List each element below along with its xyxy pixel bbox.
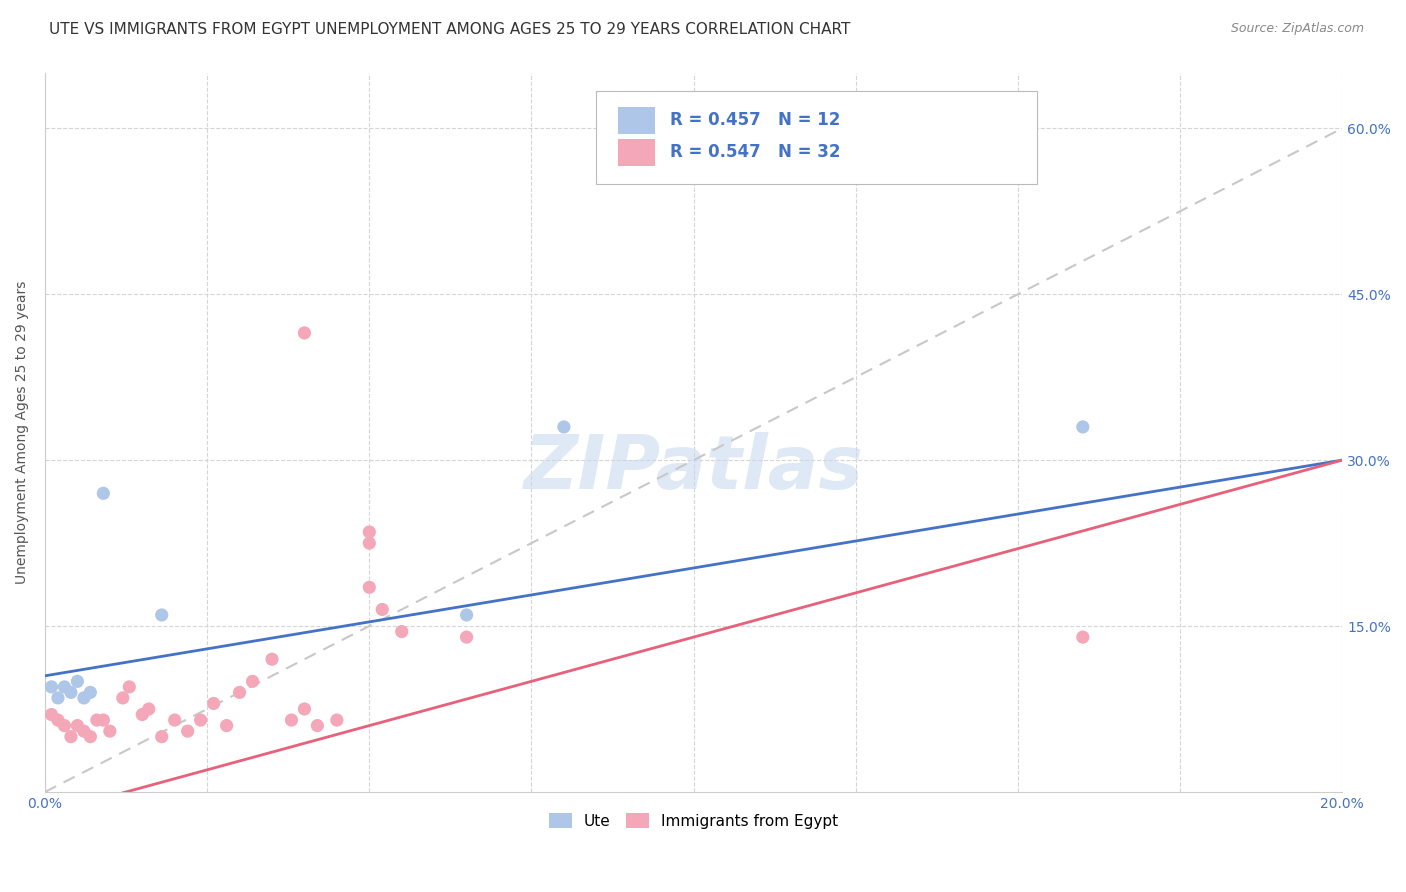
Point <box>1071 420 1094 434</box>
Point <box>215 718 238 732</box>
Point <box>131 707 153 722</box>
Point <box>371 602 394 616</box>
Point <box>190 713 212 727</box>
Point <box>163 713 186 727</box>
Point <box>294 702 316 716</box>
Point <box>294 326 316 340</box>
Point <box>53 680 76 694</box>
Text: ZIPatlas: ZIPatlas <box>523 432 863 505</box>
Point <box>66 718 89 732</box>
Legend: Ute, Immigrants from Egypt: Ute, Immigrants from Egypt <box>543 806 845 835</box>
Bar <box>619 139 655 167</box>
Point <box>59 685 82 699</box>
Point <box>150 607 173 622</box>
Bar <box>619 107 655 134</box>
Point <box>59 730 82 744</box>
Point <box>359 536 381 550</box>
Point <box>46 713 69 727</box>
Point <box>66 674 89 689</box>
Point <box>456 630 478 644</box>
Point <box>86 713 108 727</box>
Point <box>553 420 575 434</box>
Point <box>391 624 413 639</box>
Point <box>176 724 198 739</box>
Point <box>138 702 160 716</box>
Point <box>73 724 96 739</box>
Point <box>79 685 101 699</box>
Point <box>456 607 478 622</box>
Point <box>202 697 225 711</box>
Point <box>1071 630 1094 644</box>
Point <box>359 580 381 594</box>
Point <box>359 524 381 539</box>
Point <box>118 680 141 694</box>
Point <box>260 652 283 666</box>
Text: UTE VS IMMIGRANTS FROM EGYPT UNEMPLOYMENT AMONG AGES 25 TO 29 YEARS CORRELATION : UTE VS IMMIGRANTS FROM EGYPT UNEMPLOYMEN… <box>49 22 851 37</box>
Y-axis label: Unemployment Among Ages 25 to 29 years: Unemployment Among Ages 25 to 29 years <box>15 281 30 584</box>
Point <box>41 707 63 722</box>
Text: Source: ZipAtlas.com: Source: ZipAtlas.com <box>1230 22 1364 36</box>
Point <box>41 680 63 694</box>
Point <box>150 730 173 744</box>
Point <box>280 713 302 727</box>
Point <box>111 690 134 705</box>
Point <box>93 486 115 500</box>
FancyBboxPatch shape <box>596 91 1038 185</box>
Point <box>53 718 76 732</box>
Point <box>326 713 349 727</box>
Point <box>93 713 115 727</box>
Point <box>73 690 96 705</box>
Point <box>228 685 250 699</box>
Point <box>307 718 329 732</box>
Point <box>242 674 264 689</box>
Text: R = 0.457   N = 12: R = 0.457 N = 12 <box>671 111 841 128</box>
Text: R = 0.547   N = 32: R = 0.547 N = 32 <box>671 143 841 161</box>
Point <box>79 730 101 744</box>
Point <box>98 724 121 739</box>
Point <box>46 690 69 705</box>
